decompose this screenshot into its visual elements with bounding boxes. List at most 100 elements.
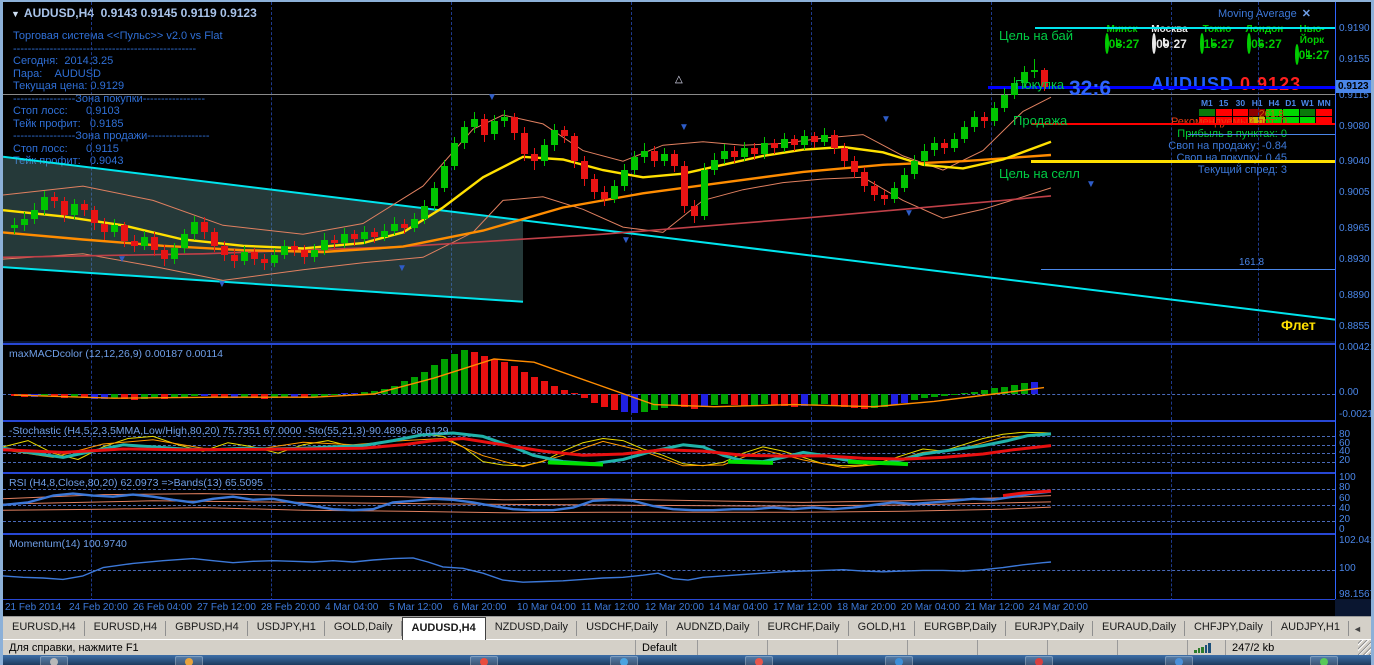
signal-cell <box>1249 117 1265 124</box>
chart-tab-eurusd-h4[interactable]: EURUSD,H4 <box>85 617 167 640</box>
timeframe-label[interactable]: H1 <box>1251 98 1263 108</box>
macd-bar <box>951 394 958 396</box>
macd-bar <box>321 394 328 397</box>
env-lower <box>3 176 1052 281</box>
chart-tab-chfjpy-daily[interactable]: CHFJPY,Daily <box>1185 617 1272 640</box>
macd-bar <box>401 381 408 394</box>
candle <box>561 130 568 137</box>
macd-axis-tick: -0.00211 <box>1339 409 1374 421</box>
stoch-axis-tick: 80 <box>1339 429 1351 441</box>
tabs-scroll-left-icon[interactable]: ◄ <box>1352 623 1362 634</box>
flat-channel-lower <box>3 266 524 303</box>
candle <box>671 154 678 166</box>
macd-bar <box>601 394 608 407</box>
chart-tab-eurusd-h4[interactable]: EURUSD,H4 <box>3 617 85 640</box>
candle <box>181 234 188 249</box>
candle <box>261 259 268 263</box>
clock-city: Токио <box>1202 24 1232 35</box>
macd-bar <box>721 394 728 404</box>
close-icon[interactable]: ✕ <box>1301 8 1311 20</box>
chart-tab-usdchf-daily[interactable]: USDCHF,Daily <box>577 617 668 640</box>
candle <box>941 143 948 148</box>
chart-tab-nzdusd-daily[interactable]: NZDUSD,Daily <box>486 617 578 640</box>
candle <box>421 205 428 219</box>
chart-tab-gold-daily[interactable]: GOLD,Daily <box>325 617 402 640</box>
time-axis-label: 24 Feb 20:00 <box>69 602 128 613</box>
candle <box>281 245 288 255</box>
macd-bar <box>111 394 118 399</box>
grid-line <box>631 535 632 601</box>
chevron-down-icon[interactable]: ▼ <box>11 9 20 19</box>
timeframe-label[interactable]: 30 <box>1235 98 1246 108</box>
macd-bar <box>231 394 238 399</box>
macd-bar <box>421 371 428 394</box>
candle <box>381 230 388 237</box>
sell-target-line <box>1031 159 1335 163</box>
macd-bar <box>701 394 708 407</box>
candle-wick <box>1034 58 1035 78</box>
candle <box>551 130 558 146</box>
candle <box>891 187 898 199</box>
signal-cell <box>1299 117 1316 124</box>
timeframe-label[interactable]: W1 <box>1301 98 1314 108</box>
chart-tab-euraud-daily[interactable]: EURAUD,Daily <box>1093 617 1185 640</box>
timeframe-label[interactable]: D1 <box>1285 98 1297 108</box>
chart-tab-gold-h1[interactable]: GOLD,H1 <box>849 617 916 640</box>
macd-bar <box>181 394 188 398</box>
timeframe-label[interactable]: H4 <box>1268 98 1280 108</box>
macd-bar <box>121 394 128 400</box>
taskbar-app-icon[interactable] <box>745 656 773 665</box>
macd-bar <box>491 359 498 394</box>
taskbar-app-icon[interactable] <box>175 656 203 665</box>
chart-symbol-header[interactable]: ▼ AUDUSD,H4 0.9143 0.9145 0.9119 0.9123 <box>11 6 257 20</box>
candle <box>651 150 658 162</box>
buy-target-line <box>1035 26 1335 29</box>
candle <box>161 250 168 260</box>
momentum-main <box>3 557 1052 583</box>
chart-tab-audnzd-daily[interactable]: AUDNZD,Daily <box>667 617 759 640</box>
macd-bar <box>861 394 868 409</box>
macd-bar <box>681 394 688 407</box>
macd-bar <box>301 394 308 399</box>
axis-tick: 0.9190 <box>1339 22 1370 34</box>
candle <box>471 118 478 128</box>
chart-tab-audusd-h4[interactable]: AUDUSD,H4 <box>401 617 486 640</box>
chart-tab-eurjpy-daily[interactable]: EURJPY,Daily <box>1006 617 1094 640</box>
chart-tab-eurgbp-daily[interactable]: EURGBP,Daily <box>915 617 1006 640</box>
timeframe-label[interactable]: MN <box>1317 98 1331 108</box>
candle <box>171 248 178 260</box>
profile-selector[interactable]: Default <box>635 640 697 656</box>
tabs-scroll-right-icon[interactable]: ► <box>1366 622 1371 636</box>
price-line-line <box>3 94 1335 95</box>
candle <box>801 136 808 146</box>
macd-bar <box>291 394 298 398</box>
grid-line <box>1171 2 1172 341</box>
taskbar-app-icon[interactable] <box>1165 656 1193 665</box>
axis-tick: 0.9115 <box>1339 89 1369 101</box>
chart-tab-eurchf-daily[interactable]: EURCHF,Daily <box>759 617 849 640</box>
macd-bar <box>821 394 828 404</box>
chart-tab-audjpy-h1[interactable]: AUDJPY,H1 <box>1272 617 1350 640</box>
macd-bar <box>991 387 998 394</box>
chart-tab-gbpusd-h4[interactable]: GBPUSD,H4 <box>166 617 248 640</box>
status-spacer <box>837 640 907 656</box>
chart-tab-usdjpy-h1[interactable]: USDJPY,H1 <box>248 617 325 640</box>
candle <box>291 245 298 251</box>
macd-bar <box>941 394 948 397</box>
taskbar-app-icon[interactable] <box>610 656 638 665</box>
macd-bar <box>281 394 288 398</box>
chart-annotation: Продажа <box>1013 113 1068 128</box>
timeframe-label[interactable]: M1 <box>1200 98 1213 108</box>
world-clocks: Минск 08:27 Москва 09:27 Токио 15:27 Лондон 06:… <box>1099 24 1335 65</box>
time-axis-label: 24 Mar 20:00 <box>1029 602 1088 613</box>
timeframe-label[interactable]: 15 <box>1218 98 1229 108</box>
clock-icon <box>1294 44 1312 65</box>
taskbar-app-icon[interactable] <box>1025 656 1053 665</box>
taskbar-app-icon[interactable] <box>1310 656 1338 665</box>
taskbar-app-icon[interactable] <box>885 656 913 665</box>
rsi-axis-tick: 60 <box>1339 492 1351 504</box>
resize-grip-icon[interactable] <box>1358 640 1371 656</box>
taskbar-app-icon[interactable] <box>40 656 68 665</box>
taskbar-app-icon[interactable] <box>470 656 498 665</box>
grid-line <box>1171 422 1172 472</box>
